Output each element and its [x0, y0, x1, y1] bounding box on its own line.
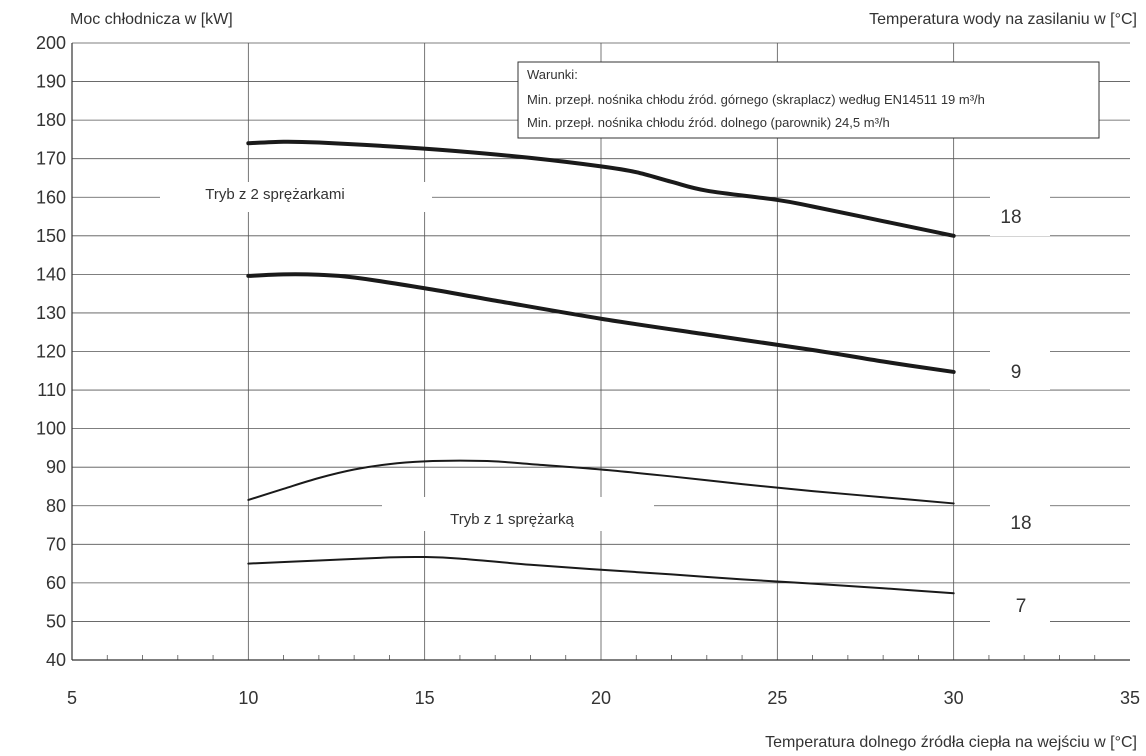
series-lines	[246, 139, 956, 595]
y-tick-labels: 40 50 60 70 80 90 100 110 120 130 140 150 160 170 180 1…	[36, 33, 66, 670]
x-axis-title: Temperatura dolnego źródła ciepła na wej…	[765, 734, 1137, 751]
series-line-2	[247, 459, 955, 505]
label-background	[990, 502, 1050, 544]
series-line-1	[246, 272, 956, 374]
mode-label-one-compressor: Tryb z 1 sprężarką	[450, 511, 574, 528]
label-background	[990, 345, 1050, 390]
y-tick-label: 110	[37, 380, 66, 400]
y-tick-label: 50	[46, 611, 66, 631]
conditions-line-2: Min. przepł. nośnika chłodu źród. dolneg…	[527, 115, 890, 130]
x-tick-labels: 5 10 15 20 25 30 35	[67, 688, 1140, 708]
series-label-0: 18	[1000, 207, 1021, 228]
y-tick-label: 40	[46, 650, 66, 670]
x-tick-label: 5	[67, 688, 77, 708]
y-tick-label: 120	[36, 342, 66, 362]
conditions-box: Warunki: Min. przepł. nośnika chłodu źró…	[517, 61, 1100, 139]
y-tick-label: 60	[46, 573, 66, 593]
conditions-title: Warunki:	[527, 67, 578, 82]
y-tick-label: 190	[36, 72, 66, 92]
label-background	[990, 196, 1050, 236]
y-axis-title: Moc chłodnicza w [kW]	[70, 11, 233, 28]
label-backgrounds	[160, 182, 1050, 626]
label-background	[382, 497, 654, 531]
y-tick-label: 180	[36, 110, 66, 130]
y-tick-label: 70	[46, 534, 66, 554]
series-label-3: 7	[1016, 596, 1027, 617]
mode-label-two-compressors: Tryb z 2 sprężarkami	[205, 186, 344, 203]
y-tick-label: 90	[46, 457, 66, 477]
x-tick-label: 20	[591, 688, 611, 708]
y-tick-label: 160	[36, 187, 66, 207]
series-label-2: 18	[1010, 513, 1031, 534]
series-labels: 18 9 18 7	[1000, 207, 1031, 617]
series-axis-title: Temperatura wody na zasilaniu w [°C]	[869, 11, 1137, 28]
conditions-line-1: Min. przepł. nośnika chłodu źród. górneg…	[527, 92, 985, 107]
y-tick-label: 140	[36, 264, 66, 284]
series-line-0	[246, 139, 956, 238]
y-tick-label: 150	[36, 226, 66, 246]
y-tick-label: 100	[36, 419, 66, 439]
x-tick-label: 25	[767, 688, 787, 708]
y-tick-label: 200	[36, 33, 66, 53]
x-tick-label: 35	[1120, 688, 1140, 708]
y-tick-label: 170	[36, 149, 66, 169]
x-tick-label: 10	[238, 688, 258, 708]
y-tick-label: 130	[36, 303, 66, 323]
series-label-1: 9	[1011, 362, 1022, 383]
label-background	[160, 182, 432, 212]
series-line-3	[247, 555, 955, 595]
x-tick-label: 15	[415, 688, 435, 708]
y-tick-label: 80	[46, 496, 66, 516]
label-background	[990, 586, 1050, 626]
x-tick-label: 30	[944, 688, 964, 708]
